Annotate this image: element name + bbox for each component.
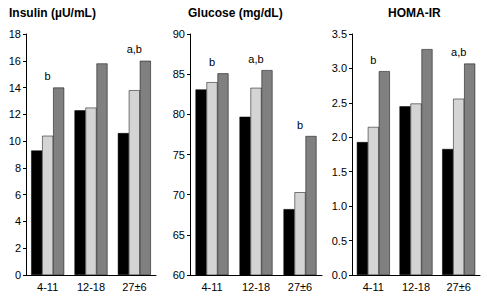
svg-text:80: 80 bbox=[173, 108, 185, 120]
svg-text:8: 8 bbox=[15, 162, 21, 174]
svg-text:6: 6 bbox=[15, 189, 21, 201]
svg-text:1.0: 1.0 bbox=[332, 200, 347, 212]
svg-text:27±6: 27±6 bbox=[122, 281, 146, 293]
svg-text:2.5: 2.5 bbox=[332, 97, 347, 109]
svg-text:Glucose (mg/dL): Glucose (mg/dL) bbox=[188, 6, 283, 20]
svg-text:4-11: 4-11 bbox=[201, 281, 222, 293]
svg-text:2: 2 bbox=[15, 242, 21, 254]
svg-text:16: 16 bbox=[9, 55, 21, 67]
svg-text:12-18: 12-18 bbox=[242, 281, 270, 293]
svg-text:1.5: 1.5 bbox=[332, 166, 347, 178]
svg-text:3.0: 3.0 bbox=[332, 62, 347, 74]
svg-text:14: 14 bbox=[9, 82, 21, 94]
svg-text:HOMA-IR: HOMA-IR bbox=[388, 6, 441, 20]
svg-text:70: 70 bbox=[173, 189, 185, 201]
svg-text:18: 18 bbox=[9, 28, 21, 40]
svg-text:b: b bbox=[297, 119, 303, 131]
svg-text:0: 0 bbox=[15, 269, 21, 281]
svg-text:4: 4 bbox=[15, 215, 21, 227]
svg-text:27±6: 27±6 bbox=[288, 281, 312, 293]
svg-text:b: b bbox=[45, 70, 51, 82]
svg-text:10: 10 bbox=[9, 135, 21, 147]
svg-text:12: 12 bbox=[9, 108, 21, 120]
svg-text:75: 75 bbox=[173, 149, 185, 161]
svg-text:a,b: a,b bbox=[127, 43, 142, 55]
svg-text:0.0: 0.0 bbox=[332, 269, 347, 281]
svg-text:2.0: 2.0 bbox=[332, 131, 347, 143]
svg-text:12-18: 12-18 bbox=[402, 281, 430, 293]
svg-text:a,b: a,b bbox=[451, 46, 466, 58]
svg-text:27±6: 27±6 bbox=[446, 281, 470, 293]
svg-text:a,b: a,b bbox=[248, 53, 263, 65]
svg-text:85: 85 bbox=[173, 68, 185, 80]
svg-text:3.5: 3.5 bbox=[332, 28, 347, 40]
svg-text:4-11: 4-11 bbox=[37, 281, 58, 293]
svg-text:60: 60 bbox=[173, 269, 185, 281]
svg-text:12-18: 12-18 bbox=[77, 281, 105, 293]
svg-text:Insulin (µU/mL): Insulin (µU/mL) bbox=[9, 6, 96, 20]
svg-text:b: b bbox=[370, 54, 376, 66]
svg-text:90: 90 bbox=[173, 28, 185, 40]
svg-text:b: b bbox=[209, 56, 215, 68]
svg-text:65: 65 bbox=[173, 229, 185, 241]
svg-text:0.5: 0.5 bbox=[332, 235, 347, 247]
svg-text:4-11: 4-11 bbox=[363, 281, 384, 293]
